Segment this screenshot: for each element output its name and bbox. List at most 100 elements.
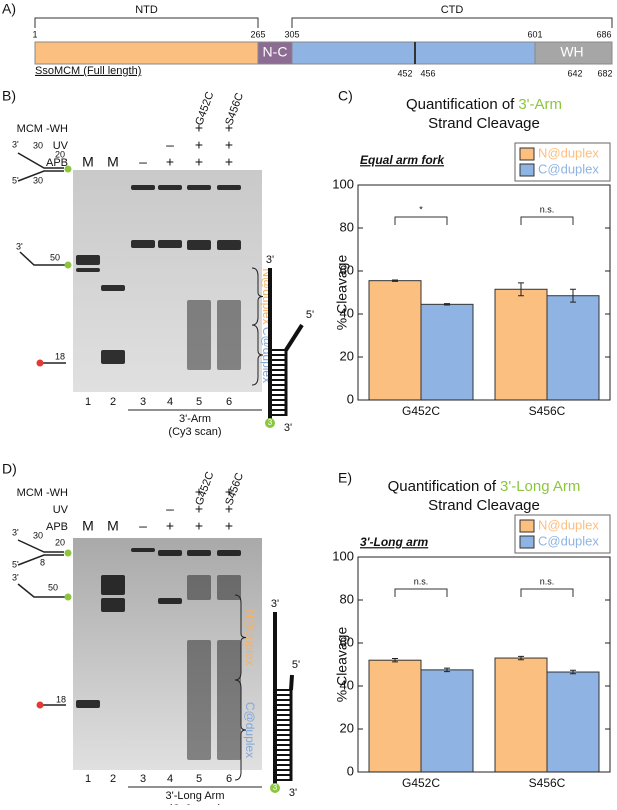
gel-band <box>76 255 100 265</box>
gel-band <box>158 185 182 190</box>
condition-mark: + <box>166 518 174 534</box>
significance-label: * <box>419 204 423 214</box>
lane-number: 2 <box>110 773 116 785</box>
error-bar <box>392 279 398 282</box>
plot-frame <box>357 556 611 773</box>
subtitle: 3'-Long arm <box>360 535 429 549</box>
y-tick-label: 80 <box>340 591 354 606</box>
condition-mark: + <box>195 484 203 500</box>
title-part: Quantification of <box>406 96 515 113</box>
strand-label: 5' <box>292 659 300 671</box>
condition-mark: + <box>225 120 233 136</box>
significance-bracket <box>394 588 448 597</box>
strand-label: 3' <box>266 254 274 266</box>
condition-label: MCM -WH <box>17 123 68 135</box>
bar <box>546 295 600 401</box>
substrate-label: 3'-Arm <box>179 413 211 425</box>
fork-strand <box>17 583 66 598</box>
y-tick-label: 20 <box>340 720 354 735</box>
condition-mark: + <box>166 154 174 170</box>
significance-bracket <box>520 216 574 225</box>
strand-label: 3' <box>284 422 292 434</box>
legend-label: C@duplex <box>538 161 599 176</box>
dye-dot <box>36 701 44 709</box>
position-label: 601 <box>527 29 542 39</box>
bar <box>494 288 548 401</box>
error-bar <box>570 669 576 675</box>
lane-number: 1 <box>85 396 91 408</box>
bar <box>368 280 422 401</box>
region-label: NTD <box>135 4 158 16</box>
gel-band <box>76 268 100 272</box>
error-bar <box>444 667 450 673</box>
dye-label: 3 <box>273 783 278 792</box>
gel-band <box>101 598 125 612</box>
gel-band <box>101 285 125 291</box>
error-bar <box>518 655 524 661</box>
y-tick-label: 60 <box>340 262 354 277</box>
condition-mark: + <box>225 484 233 500</box>
gel-band <box>217 640 241 760</box>
subtitle: Equal arm fork <box>360 153 445 167</box>
condition-mark: + <box>225 518 233 534</box>
bracket <box>34 17 259 28</box>
condition-mark: – <box>139 518 147 534</box>
fork-label: 5' <box>12 559 19 569</box>
fork-label: 20 <box>55 149 65 159</box>
dye-dot <box>64 165 72 173</box>
condition-mark: – <box>139 154 147 170</box>
gel-band <box>131 185 155 190</box>
panel-label: C) <box>338 88 353 104</box>
legend-swatch <box>519 147 535 161</box>
domain <box>291 41 536 65</box>
title-part: Quantification of <box>388 478 497 495</box>
condition-mark: + <box>225 154 233 170</box>
y-tick-label: 100 <box>332 176 354 191</box>
bar <box>368 659 422 773</box>
condition-mark: + <box>195 518 203 534</box>
panel-label: B) <box>2 88 16 104</box>
lane-number: 3 <box>140 396 146 408</box>
dye-dot <box>265 418 275 428</box>
error-bar <box>518 282 524 297</box>
error-bar <box>570 288 576 303</box>
dye-dot <box>270 783 280 793</box>
significance-label: n.s. <box>540 204 555 214</box>
region-label: N@duplex <box>243 609 257 665</box>
lane-number: 4 <box>167 773 173 785</box>
panel-label: A) <box>2 1 16 17</box>
gel-band <box>187 575 211 600</box>
legend-label: N@duplex <box>538 517 599 532</box>
gel-band <box>158 598 182 604</box>
gel-band <box>131 240 155 248</box>
legend-swatch <box>519 519 535 533</box>
panel-label: D) <box>2 461 17 477</box>
legend-label: N@duplex <box>538 145 599 160</box>
line <box>289 674 294 691</box>
fork-label: 3' <box>12 139 19 149</box>
legend-swatch <box>519 535 535 549</box>
condition-mark: M <box>107 154 119 170</box>
condition-mark: + <box>195 137 203 153</box>
lane-number: 5 <box>196 396 202 408</box>
gel-band <box>187 185 211 190</box>
significance-bracket <box>520 588 574 597</box>
condition-label: MCM -WH <box>17 487 68 499</box>
gel-band <box>187 240 211 250</box>
lane-number: 6 <box>226 773 232 785</box>
strand-label: 3' <box>271 598 279 610</box>
fork-label: 8 <box>40 557 45 567</box>
x-tick-label: G452C <box>402 776 440 790</box>
title-part: 3'-Arm <box>518 96 562 113</box>
substrate-label: 3'-Long Arm <box>166 790 225 802</box>
condition-label: APB <box>46 521 68 533</box>
x-tick-label: S456C <box>529 776 566 790</box>
y-tick-label: 20 <box>340 348 354 363</box>
fork-label: 3' <box>16 241 23 251</box>
significance-bracket <box>394 216 448 225</box>
gel-band <box>187 300 211 370</box>
position-label: 642 <box>567 68 582 78</box>
x-tick-label: G452C <box>402 404 440 418</box>
condition-mark: + <box>225 137 233 153</box>
bracket <box>291 17 613 28</box>
